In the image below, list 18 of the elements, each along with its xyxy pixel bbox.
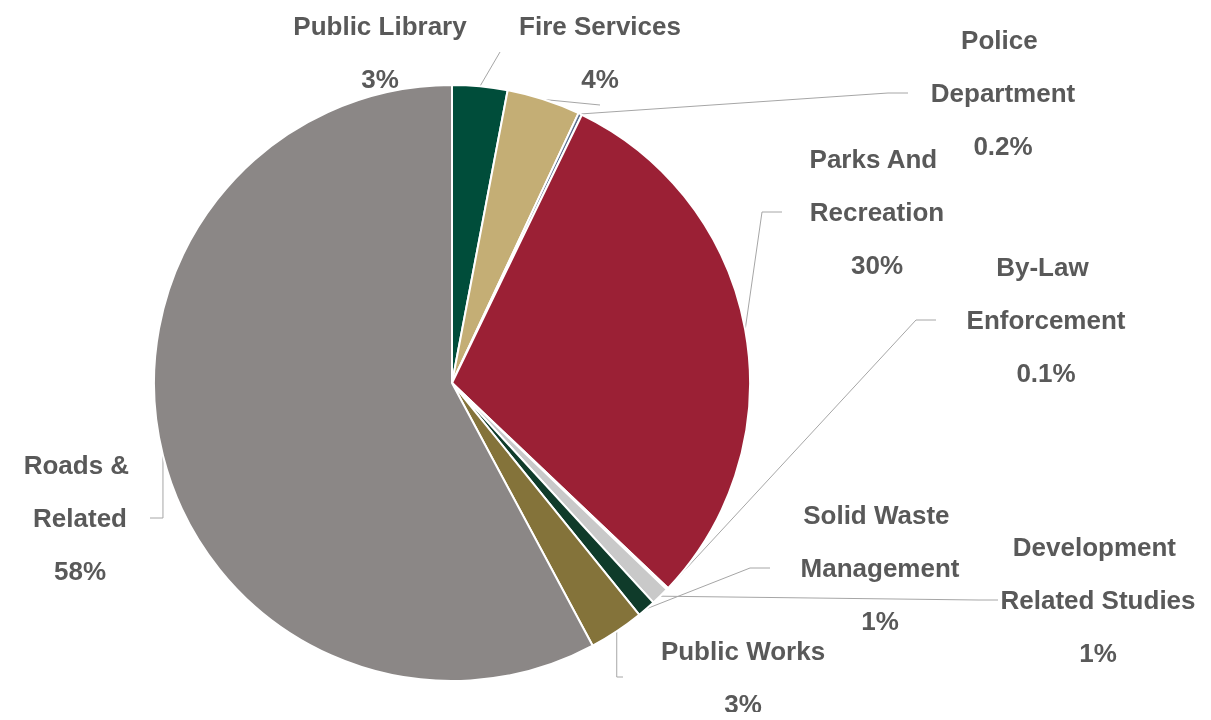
data-label: 1% xyxy=(1079,638,1117,668)
slice-label: Solid Waste Management xyxy=(800,500,960,583)
data-label: 0.2% xyxy=(973,131,1033,161)
slice-label: By-Law Enforcement xyxy=(966,252,1126,335)
data-label: 0.1% xyxy=(1016,358,1076,388)
slice-label: Public Works xyxy=(660,635,826,666)
data-label: 3% xyxy=(724,688,762,719)
data-label: 30% xyxy=(850,250,904,280)
slice-label: Public Library xyxy=(293,10,468,41)
data-label: 1% xyxy=(861,606,899,636)
data-label: 58% xyxy=(53,556,107,586)
data-label: 4% xyxy=(581,63,619,94)
slice-label: Roads & Related xyxy=(23,450,137,533)
slice-label: Fire Services xyxy=(519,10,681,41)
slice-label: Development Related Studies xyxy=(1000,532,1196,615)
slice-label: Police Department xyxy=(930,25,1076,108)
slice-label: Parks And Recreation xyxy=(809,144,945,227)
data-label: 3% xyxy=(361,63,399,94)
